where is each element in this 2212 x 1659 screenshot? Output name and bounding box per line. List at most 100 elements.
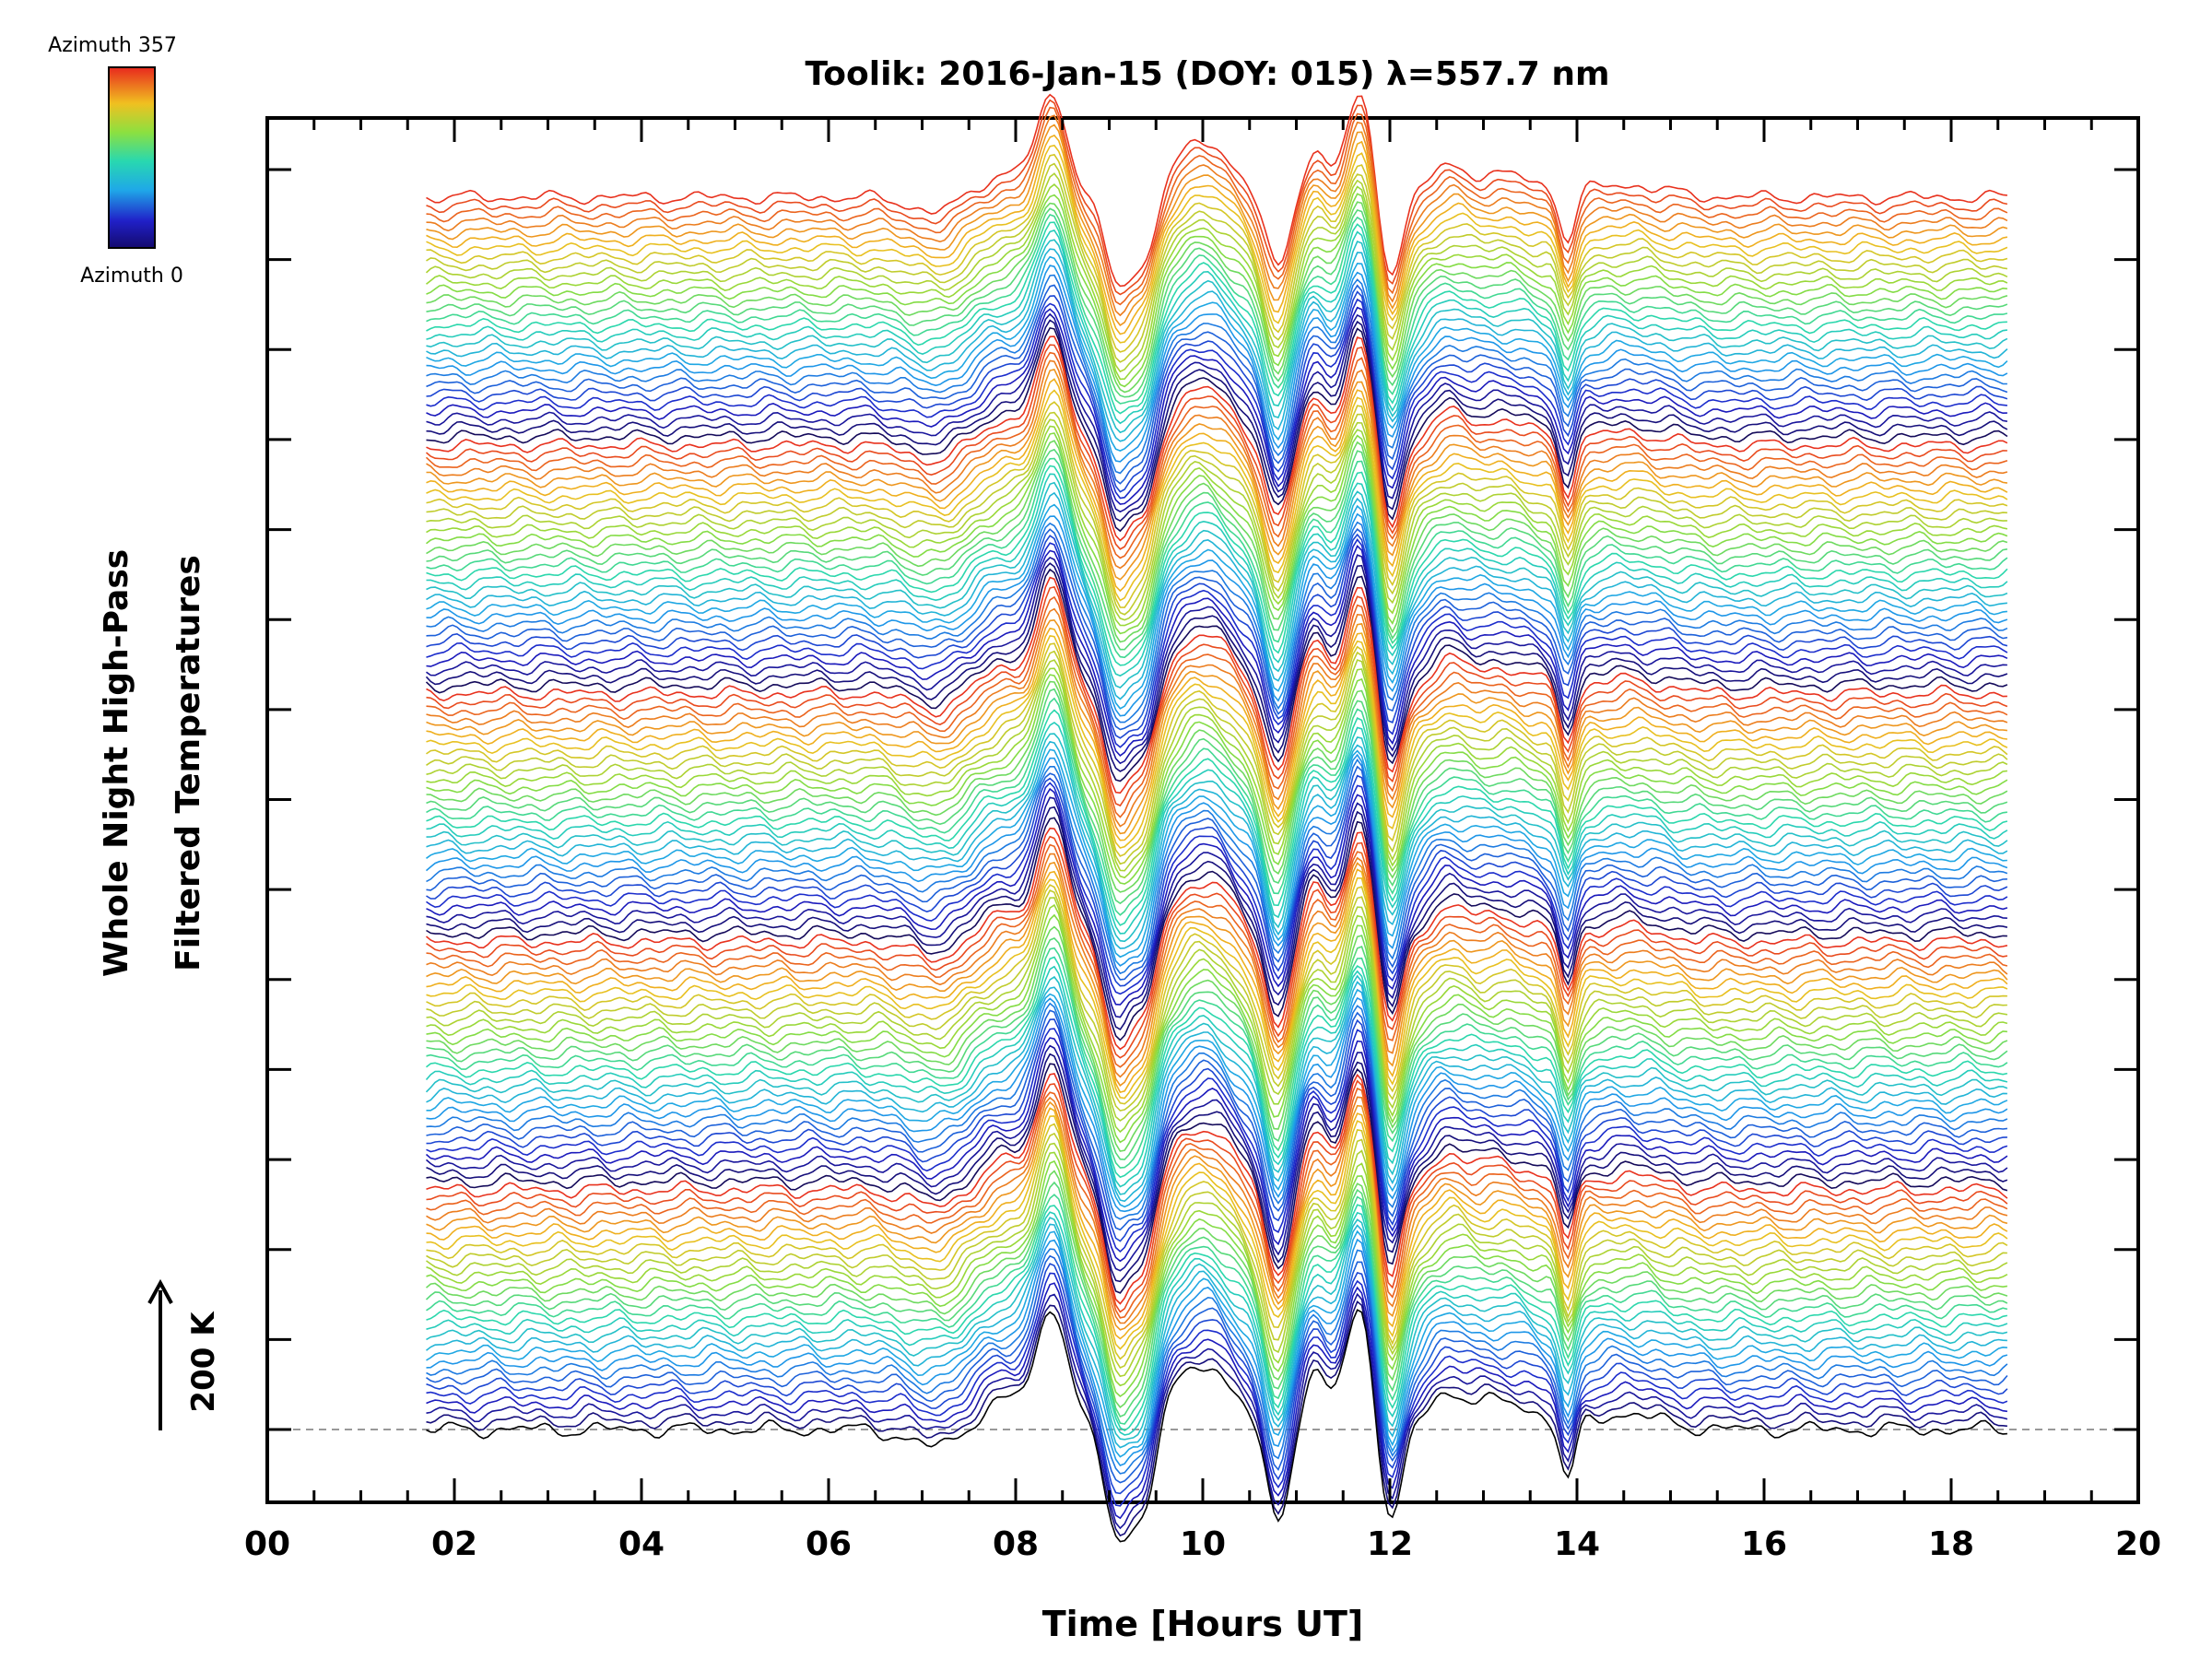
series-line xyxy=(426,207,2008,398)
series-line xyxy=(426,1028,2008,1253)
series-line xyxy=(426,576,2007,794)
series-line xyxy=(426,239,2008,434)
series-line xyxy=(425,827,2008,1051)
series-line xyxy=(426,733,2008,943)
series-line xyxy=(426,326,2008,533)
series-line xyxy=(426,368,2008,581)
series-line xyxy=(426,688,2008,905)
series-line xyxy=(426,680,2008,893)
series-line xyxy=(426,432,2008,635)
series-line xyxy=(426,319,2008,523)
series-line xyxy=(426,229,2007,425)
series-line xyxy=(426,1300,2007,1537)
series-line xyxy=(425,1037,2008,1263)
series-line xyxy=(426,667,2007,879)
series-line xyxy=(426,988,2008,1208)
x-tick-label: 08 xyxy=(993,1525,1039,1563)
scale-bar-label: 200 K xyxy=(185,1311,222,1413)
series-line xyxy=(426,425,2008,627)
x-tick-label: 02 xyxy=(431,1525,477,1563)
series-line xyxy=(426,473,2008,677)
series-line xyxy=(426,465,2008,666)
series-line xyxy=(426,533,2008,739)
series-line xyxy=(426,835,2008,1059)
series-line xyxy=(426,861,2008,1087)
series-line xyxy=(426,758,2008,975)
series-line xyxy=(426,650,2008,865)
series-line xyxy=(426,956,2008,1179)
series-line xyxy=(426,981,2007,1203)
series-line xyxy=(425,344,2007,550)
series-line xyxy=(426,1292,2008,1530)
series-line xyxy=(426,595,2008,818)
series-line xyxy=(426,925,2008,1152)
series-line xyxy=(426,440,2008,643)
y-axis-label-line2: Filtered Temperatures xyxy=(170,555,207,971)
series-line xyxy=(426,201,2008,394)
series-line xyxy=(426,378,2008,593)
series-line xyxy=(426,389,2008,602)
x-tick-label: 04 xyxy=(618,1525,665,1563)
series-line xyxy=(426,796,2007,1018)
series-line xyxy=(426,709,2008,926)
colorbar xyxy=(108,66,156,249)
y-axis-label-line1: Whole Night High-Pass xyxy=(98,549,135,977)
series-line xyxy=(426,1211,2008,1436)
series-line xyxy=(426,1194,2008,1425)
series-line xyxy=(425,974,2008,1195)
series-line xyxy=(426,411,2007,616)
series-line xyxy=(426,457,2008,659)
series-line xyxy=(426,996,2008,1213)
series-line xyxy=(426,1100,2008,1331)
series-line xyxy=(426,1115,2008,1350)
series-line xyxy=(426,1107,2008,1340)
series-line xyxy=(426,1282,2007,1520)
series-line xyxy=(426,765,2007,981)
series-line xyxy=(426,1309,2007,1543)
series-line xyxy=(426,903,2008,1134)
series-line xyxy=(426,144,2008,344)
series-line xyxy=(426,806,2008,1030)
x-tick-label: 10 xyxy=(1180,1525,1226,1563)
series-line xyxy=(426,401,2008,608)
series-line xyxy=(426,537,2008,748)
series-line xyxy=(426,274,2007,475)
series-line xyxy=(426,1087,2008,1319)
colorbar-bottom-label: Azimuth 0 xyxy=(80,265,183,288)
x-tick-label: 14 xyxy=(1554,1525,1600,1563)
x-tick-label: 20 xyxy=(2115,1525,2161,1563)
series-line xyxy=(426,843,2008,1068)
series-line xyxy=(426,787,2008,1006)
series-line xyxy=(426,936,2008,1160)
series-line xyxy=(426,481,2008,689)
series-line xyxy=(426,913,2007,1144)
series-line xyxy=(426,1053,2008,1283)
series-line xyxy=(426,897,2008,1122)
series-line xyxy=(426,418,2007,621)
series-line xyxy=(426,868,2008,1094)
series-line xyxy=(426,1238,2008,1466)
series-line xyxy=(426,697,2007,916)
x-tick-label: 00 xyxy=(244,1525,290,1563)
series-line xyxy=(426,1272,2008,1507)
series-line xyxy=(426,774,2008,987)
series-line xyxy=(426,554,2007,765)
series-line xyxy=(426,1263,2008,1495)
series-line xyxy=(426,335,2008,542)
series-line xyxy=(426,722,2008,935)
series-line xyxy=(426,1230,2007,1458)
series-line xyxy=(425,1044,2008,1272)
series-line xyxy=(426,1018,2007,1242)
series-line xyxy=(426,99,2008,296)
series-line xyxy=(426,93,2007,288)
series-line xyxy=(426,545,2008,757)
series-line xyxy=(426,877,2008,1100)
series-line xyxy=(426,1002,2008,1220)
series-line xyxy=(426,503,2007,710)
x-axis-label: Time [Hours UT] xyxy=(1042,1604,1364,1644)
series-line xyxy=(426,528,2008,731)
series-line xyxy=(426,947,2008,1169)
series-line xyxy=(426,889,2007,1112)
